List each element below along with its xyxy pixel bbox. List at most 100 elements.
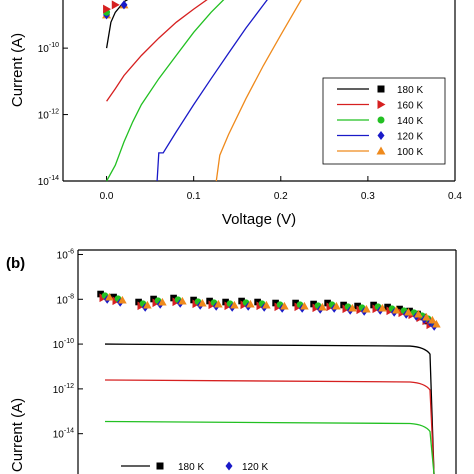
panel-b-data-point [105, 292, 114, 301]
panel-b-y-tick-label: 10-12 [53, 383, 74, 396]
panel-b-label: (b) [6, 255, 25, 272]
panel-b-data-point [348, 303, 357, 312]
panel-a-fit-curve [106, 0, 225, 182]
panel-b-data-point [318, 302, 327, 311]
panel-b-fit-curve [104, 379, 435, 474]
panel-b-data-point [280, 301, 289, 310]
panel-b-legend-marker-180k [156, 462, 164, 470]
panel-b-y-tick-label-exp: -14 [64, 428, 74, 435]
panel-b-data-point [414, 309, 423, 318]
panel-b-data-point [206, 297, 213, 305]
panel-b-data-point [198, 298, 207, 307]
panel-b-data-point [214, 299, 223, 308]
panel-b-data-point [238, 297, 245, 305]
panel-b-data-point [178, 296, 187, 305]
panel-a-fit-curve [156, 0, 268, 182]
panel-b-y-tick-label-base: 10 [57, 295, 69, 306]
panel-b-data-point [110, 293, 117, 301]
legend-marker-120k [377, 131, 385, 140]
panel-a-y-tick-label: 10-10 [38, 42, 59, 55]
panel-b-data-point [246, 299, 255, 308]
panel-b-legend-label-120k: 120 K [242, 462, 268, 473]
panel-a-x-tick-label: 0.3 [361, 191, 375, 202]
panel-b-data-point [230, 300, 239, 309]
panel-a-y-tick-label-exp: -12 [49, 109, 59, 116]
panel-a-y-tick-label-exp: -14 [49, 175, 59, 182]
panel-b-y-tick-label-exp: -10 [64, 338, 74, 345]
panel-b-data-point [362, 304, 371, 313]
panel-b-data-point [292, 299, 299, 307]
panel-b-y-tick-label-base: 10 [57, 250, 69, 261]
legend-marker-180k [377, 85, 385, 93]
panel-a-y-tick-label-base: 10 [38, 111, 50, 122]
panel-b-data-point [310, 300, 317, 308]
panel-b-data-point [262, 300, 271, 309]
panel-b-data-point [404, 307, 413, 316]
panel-b-data-point [170, 294, 177, 302]
panel-a-x-tick-label: 0.4 [448, 191, 462, 202]
panel-a-y-axis-title: Current (A) [9, 33, 26, 107]
panel-b-y-tick-label-base: 10 [53, 385, 65, 396]
panel-b-data-point [158, 297, 167, 306]
panel-a-fit-curve [215, 0, 302, 182]
panel-b-data-point [97, 290, 104, 298]
panel-b-data-point [300, 301, 309, 310]
panel-b-y-tick-label-exp: -6 [68, 248, 74, 255]
panel-b-y-tick-label: 10-10 [53, 338, 74, 351]
panel-b-y-tick-label-base: 10 [53, 430, 65, 441]
panel-b-y-axis-title: Current (A) [9, 398, 26, 472]
panel-b-data-point [135, 298, 142, 306]
panel-b-data-point [392, 305, 401, 314]
panel-b-y-tick-label: 10-14 [53, 428, 74, 441]
panel-a-data-point [103, 4, 112, 14]
panel-a-y-tick-label-base: 10 [38, 44, 50, 55]
panel-a-y-tick-label-exp: -10 [49, 42, 59, 49]
panel-b-data-point [432, 319, 441, 328]
panel-b-y-tick-label-base: 10 [53, 340, 65, 351]
legend-marker-140k [377, 116, 385, 124]
panel-b-y-tick-label: 10-6 [57, 248, 74, 261]
legend-marker-100k [376, 146, 386, 155]
legend-label: 100 K [397, 147, 423, 158]
panel-a-data-point [111, 0, 120, 10]
legend-label: 180 K [397, 85, 423, 96]
panel-b-fit-curve [104, 343, 435, 474]
panel-b-legend-marker-120k [225, 461, 233, 471]
panel-b-data-point [118, 295, 127, 304]
panel-a-fit-curve [105, 0, 129, 49]
panel-b-data-point [354, 302, 361, 310]
panel-b-data-point [150, 295, 157, 303]
panel-b-y-tick-label: 10-8 [57, 293, 74, 306]
panel-b-y-tick-label-exp: -8 [68, 293, 74, 300]
panel-a-y-tick-label-base: 10 [38, 177, 50, 188]
panel-b-data-point [272, 299, 279, 307]
panel-a-y-tick-label: 10-14 [38, 175, 59, 188]
panel-b-data-point [396, 305, 403, 313]
panel-a: 0.00.10.20.30.410-1410-1210-1010-8Voltag… [9, 0, 462, 228]
panel-b-data-point [384, 303, 391, 311]
panel-b-data-point [378, 303, 387, 312]
panel-b-data-point [428, 315, 437, 324]
panel-a-x-tick-label: 0.2 [274, 191, 288, 202]
panel-a-y-tick-label: 10-12 [38, 109, 59, 122]
panel-b-data-point [324, 299, 331, 307]
legend-label: 120 K [397, 132, 423, 143]
panel-b-data-point [222, 298, 229, 306]
panel-b-y-tick-label-exp: -12 [64, 383, 74, 390]
panel-a-fit-curve [106, 0, 208, 102]
panel-b-data-point [422, 312, 431, 321]
panel-a-x-tick-label: 0.0 [100, 191, 114, 202]
legend-label: 160 K [397, 101, 423, 112]
panel-b-data-point [143, 300, 152, 309]
legend-label: 140 K [397, 116, 423, 127]
legend-marker-160k [377, 100, 386, 109]
panel-b-data-point [332, 301, 341, 310]
panel-a-x-tick-label: 0.1 [187, 191, 201, 202]
panel-b-legend-label-180k: 180 K [178, 462, 204, 473]
panel-b-data-point [370, 301, 377, 309]
panel-a-data-point [120, 0, 128, 10]
panel-a-x-axis-title: Voltage (V) [222, 211, 296, 228]
panel-b-data-point [340, 301, 347, 309]
